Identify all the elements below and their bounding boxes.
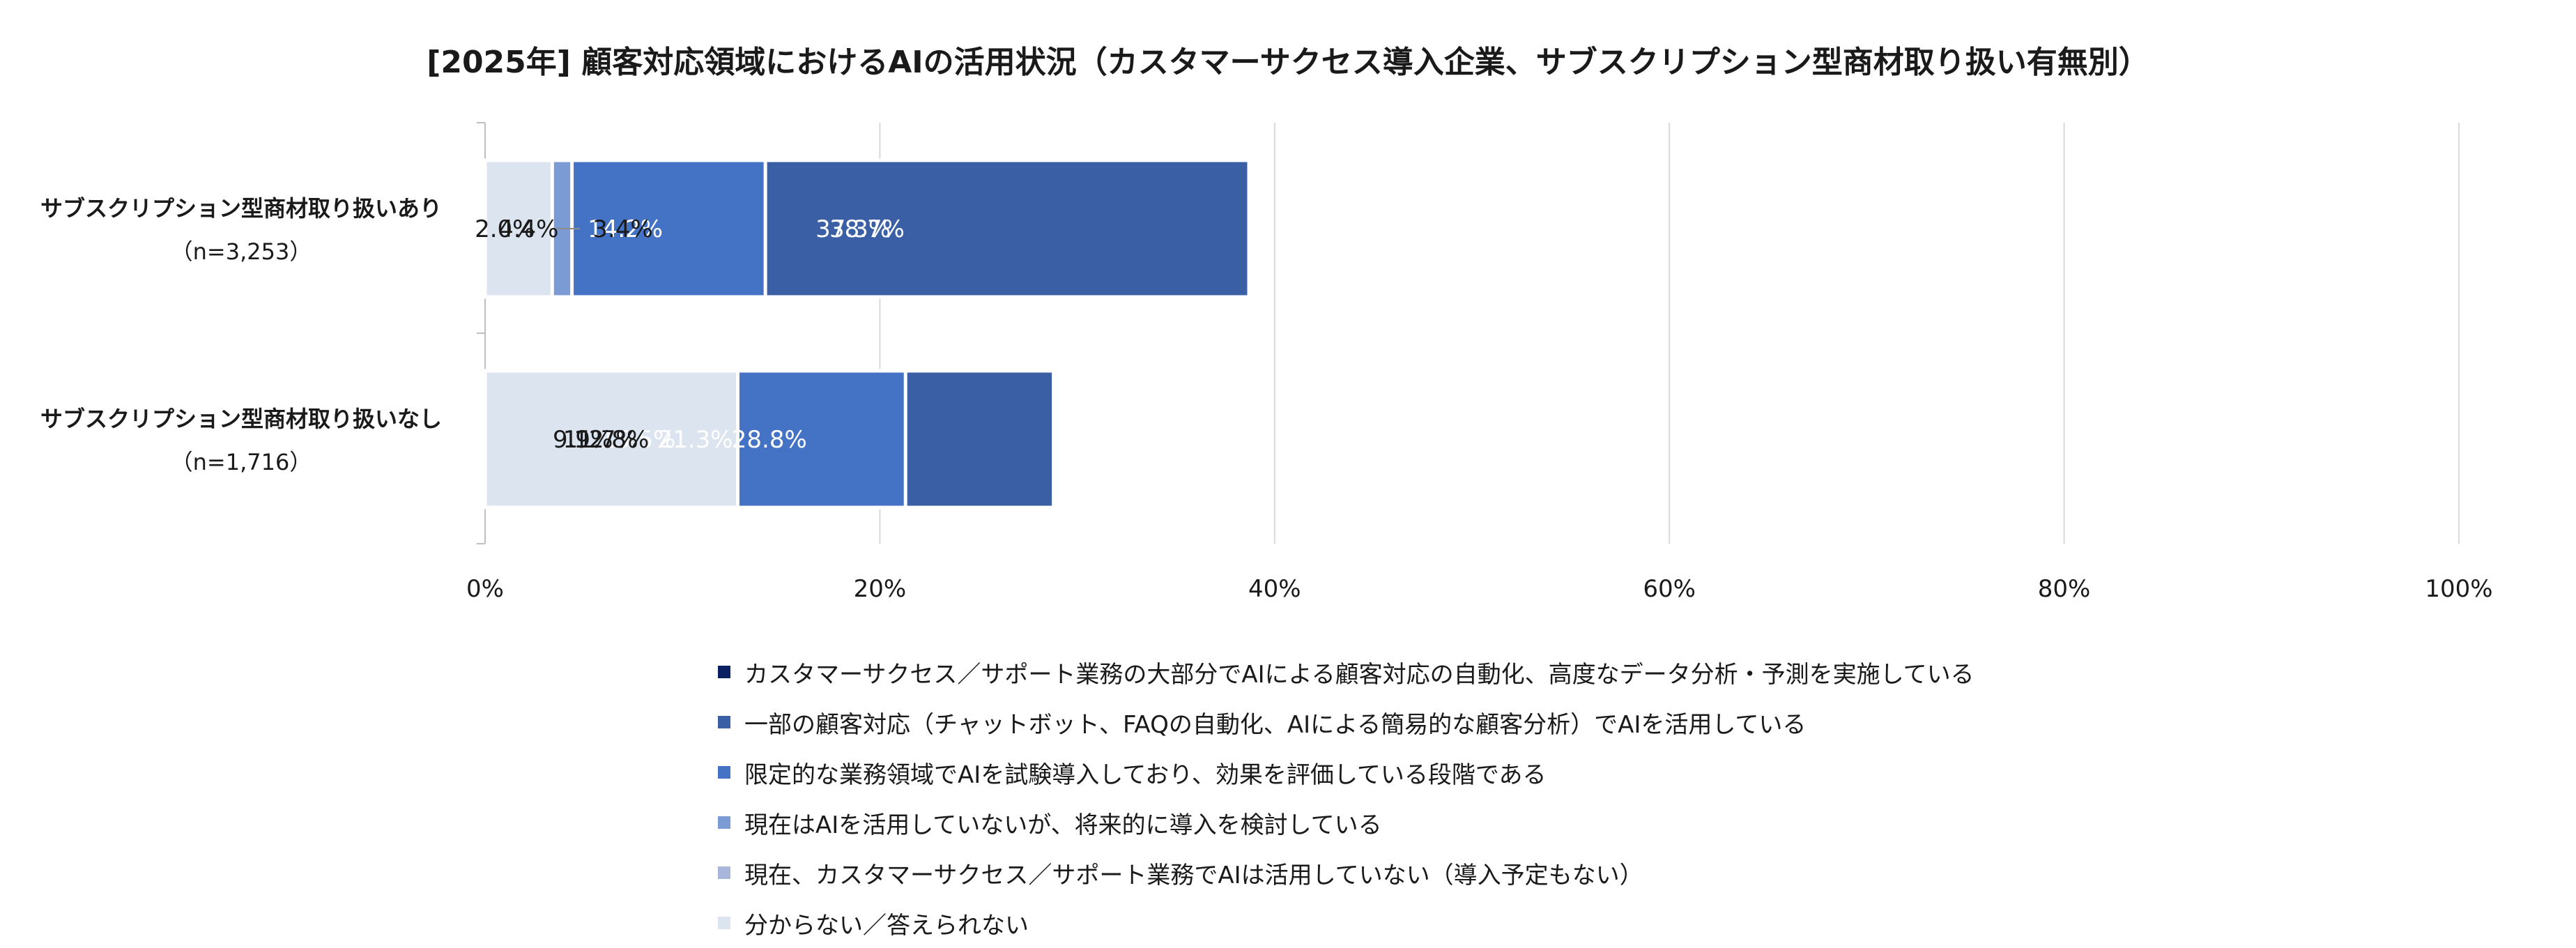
category-labels: サブスクリプション型商材取り扱いあり （n=3,253） サブスクリプション型商材取… xyxy=(40,195,442,475)
data-label: 28.8% xyxy=(732,426,807,454)
data-labels: 37.3%38.7% 14.2% 4.4%2.0% 3.4% 15.5% 28.8%21.… xyxy=(475,215,905,454)
data-label: 21.3% xyxy=(658,426,733,454)
data-label: 2.0% xyxy=(475,215,535,243)
x-tick-label: 80% xyxy=(2038,575,2091,603)
x-tick-label: 100% xyxy=(2425,575,2492,603)
legend-label: 分からない／答えられない xyxy=(744,911,1029,940)
category-n-label: （n=3,253） xyxy=(171,238,312,265)
x-tick-label: 60% xyxy=(1643,575,1696,603)
legend-swatch xyxy=(718,917,730,929)
legend-swatch xyxy=(718,866,730,879)
data-label: 11.7% xyxy=(563,426,638,454)
data-label: 12.8% xyxy=(574,426,649,454)
legend-item: カスタマーサクセス／サポート業務の大部分でAIによる顧客対応の自動化、高度なデー… xyxy=(718,647,1975,697)
data-label: 9.9% xyxy=(553,426,613,454)
legend-label: 現在はAIを活用していないが、将来的に導入を検討している xyxy=(744,811,1382,839)
legend-swatch xyxy=(718,716,730,728)
legend-item: 一部の顧客対応（チャットボット、FAQの自動化、AIによる簡易的な顧客分析）でA… xyxy=(718,697,1975,747)
data-label: 38.7% xyxy=(829,215,905,243)
x-tick-label: 0% xyxy=(466,575,504,603)
data-label: 15.5% xyxy=(600,426,675,454)
legend-swatch xyxy=(718,666,730,678)
legend-label: 一部の顧客対応（チャットボット、FAQの自動化、AIによる簡易的な顧客分析）でA… xyxy=(744,710,1807,739)
legend-item: 分からない／答えられない xyxy=(718,898,1975,948)
x-tick-label: 20% xyxy=(854,575,907,603)
legend-label: 限定的な業務領域でAIを試験導入しており、効果を評価している段階である xyxy=(744,760,1547,789)
legend-swatch xyxy=(718,816,730,829)
legend-item: 限定的な業務領域でAIを試験導入しており、効果を評価している段階である xyxy=(718,747,1975,797)
legend: カスタマーサクセス／サポート業務の大部分でAIによる顧客対応の自動化、高度なデー… xyxy=(718,647,1975,948)
legend-swatch xyxy=(718,766,730,779)
data-label: 14.2% xyxy=(588,215,663,243)
category-label: サブスクリプション型商材取り扱いあり xyxy=(40,195,442,222)
legend-label: カスタマーサクセス／サポート業務の大部分でAIによる顧客対応の自動化、高度なデー… xyxy=(744,660,1975,689)
x-tick-labels: 0% 20% 40% 60% 80% 100% xyxy=(466,575,2493,603)
bars xyxy=(483,158,1251,510)
bar-segment xyxy=(483,369,739,510)
data-label: 37.3% xyxy=(815,215,891,243)
x-tick-label: 40% xyxy=(1248,575,1301,603)
legend-item: 現在、カスタマーサクセス／サポート業務でAIは活用していない（導入予定もない） xyxy=(718,848,1975,898)
data-label: 4.4% xyxy=(498,215,558,243)
chart-title: [2025年] 顧客対応領域におけるAIの活用状況（カスタマーサクセス導入企業、… xyxy=(427,45,2149,80)
legend-label: 現在、カスタマーサクセス／サポート業務でAIは活用していない（導入予定もない） xyxy=(744,861,1643,889)
bar-segment xyxy=(483,158,554,299)
data-label: 3.4% xyxy=(592,215,652,243)
category-n-label: （n=1,716） xyxy=(171,449,312,475)
legend-item: 現在はAIを活用していないが、将来的に導入を検討している xyxy=(718,797,1975,848)
category-label: サブスクリプション型商材取り扱いなし xyxy=(40,406,442,432)
